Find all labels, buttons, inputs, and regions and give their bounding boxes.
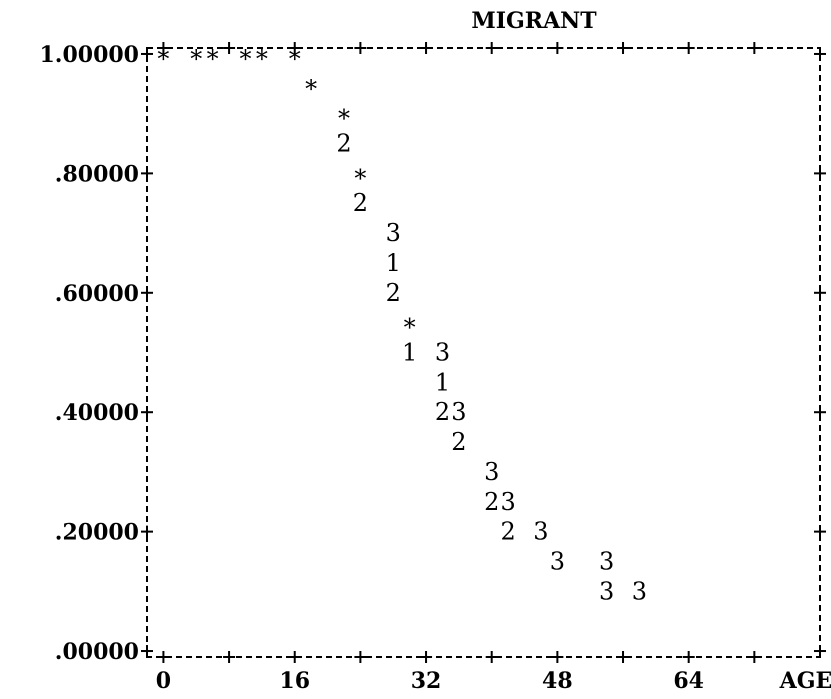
x-tick-mark-top bbox=[551, 42, 564, 54]
x-tick-label: 32 bbox=[411, 668, 442, 694]
data-point-symbol-3: 3 bbox=[550, 547, 565, 575]
x-tick-mark-top bbox=[157, 42, 170, 54]
data-point-symbol-3: 3 bbox=[599, 577, 614, 605]
data-point-symbol-3: 3 bbox=[533, 518, 548, 546]
data-point-symbol-1: 1 bbox=[402, 339, 417, 367]
data-point-star: * bbox=[239, 45, 251, 73]
data-point-symbol-3: 3 bbox=[451, 398, 466, 426]
data-point-symbol-3: 3 bbox=[632, 577, 647, 605]
y-tick-mark-right bbox=[814, 645, 826, 658]
x-tick-mark-top bbox=[288, 42, 301, 54]
y-tick-mark-left bbox=[141, 406, 153, 419]
x-tick-label: 16 bbox=[279, 668, 310, 694]
y-tick-label: .00000 bbox=[55, 639, 139, 665]
x-tick-mark-bottom bbox=[420, 651, 433, 663]
y-tick-mark-left bbox=[141, 645, 153, 658]
y-tick-mark-right bbox=[814, 525, 826, 538]
x-tick-mark-top bbox=[617, 42, 630, 54]
y-tick-label: .20000 bbox=[55, 520, 139, 546]
x-tick-mark-top bbox=[748, 42, 761, 54]
data-point-symbol-2: 2 bbox=[435, 398, 450, 426]
data-point-star: * bbox=[338, 105, 350, 133]
data-point-symbol-3: 3 bbox=[386, 219, 401, 247]
y-tick-label: .60000 bbox=[55, 281, 139, 307]
plot-frame bbox=[146, 47, 821, 658]
data-point-symbol-2: 2 bbox=[500, 518, 515, 546]
y-tick-mark-left bbox=[141, 525, 153, 538]
y-tick-mark-right bbox=[814, 406, 826, 419]
data-point-symbol-2: 2 bbox=[484, 488, 499, 516]
x-tick-mark-bottom bbox=[682, 651, 695, 663]
x-tick-mark-bottom bbox=[288, 651, 301, 663]
data-point-star: * bbox=[190, 45, 202, 73]
data-point-symbol-2: 2 bbox=[451, 428, 466, 456]
data-point-star: * bbox=[354, 164, 366, 192]
data-point-symbol-3: 3 bbox=[484, 458, 499, 486]
y-tick-label: .40000 bbox=[55, 400, 139, 426]
y-tick-mark-right bbox=[814, 286, 826, 299]
data-point-symbol-3: 3 bbox=[599, 547, 614, 575]
y-tick-mark-right bbox=[814, 167, 826, 180]
x-tick-mark-bottom bbox=[354, 651, 367, 663]
data-point-symbol-2: 2 bbox=[336, 130, 351, 158]
x-tick-mark-bottom bbox=[551, 651, 564, 663]
y-tick-mark-left bbox=[141, 167, 153, 180]
data-point-star: * bbox=[207, 45, 219, 73]
data-point-star: * bbox=[289, 45, 301, 73]
data-point-symbol-2: 2 bbox=[353, 189, 368, 217]
chart-title: MIGRANT bbox=[471, 8, 597, 34]
x-tick-mark-bottom bbox=[748, 651, 761, 663]
y-tick-mark-left bbox=[141, 47, 153, 60]
x-tick-mark-top bbox=[485, 42, 498, 54]
x-tick-mark-bottom bbox=[157, 651, 170, 663]
y-tick-mark-right bbox=[814, 47, 826, 60]
data-point-symbol-3: 3 bbox=[435, 339, 450, 367]
data-point-symbol-2: 2 bbox=[386, 279, 401, 307]
data-point-star: * bbox=[157, 45, 169, 73]
data-point-symbol-3: 3 bbox=[500, 488, 515, 516]
x-tick-mark-bottom bbox=[617, 651, 630, 663]
x-tick-label: 64 bbox=[673, 668, 704, 694]
data-point-star: * bbox=[256, 45, 268, 73]
x-tick-mark-top bbox=[354, 42, 367, 54]
y-tick-label: .80000 bbox=[55, 161, 139, 187]
x-tick-mark-top bbox=[223, 42, 236, 54]
data-point-star: * bbox=[305, 75, 317, 103]
x-tick-mark-top bbox=[420, 42, 433, 54]
y-tick-label: 1.00000 bbox=[39, 42, 139, 68]
data-point-symbol-1: 1 bbox=[386, 249, 401, 277]
data-point-star: * bbox=[404, 314, 416, 342]
x-tick-mark-top bbox=[682, 42, 695, 54]
x-tick-mark-bottom bbox=[223, 651, 236, 663]
x-axis-label: AGE bbox=[779, 668, 831, 694]
x-tick-label: 0 bbox=[156, 668, 171, 694]
x-tick-mark-bottom bbox=[485, 651, 498, 663]
y-tick-mark-left bbox=[141, 286, 153, 299]
data-point-symbol-1: 1 bbox=[435, 368, 450, 396]
x-tick-label: 48 bbox=[542, 668, 573, 694]
